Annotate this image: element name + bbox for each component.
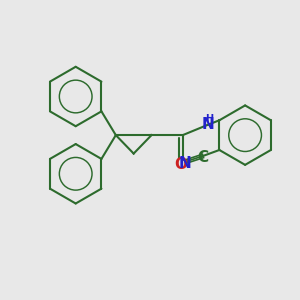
- Text: O: O: [175, 158, 188, 172]
- Text: N: N: [202, 117, 214, 132]
- Text: N: N: [179, 156, 192, 171]
- Text: H: H: [206, 114, 214, 124]
- Text: C: C: [197, 150, 208, 165]
